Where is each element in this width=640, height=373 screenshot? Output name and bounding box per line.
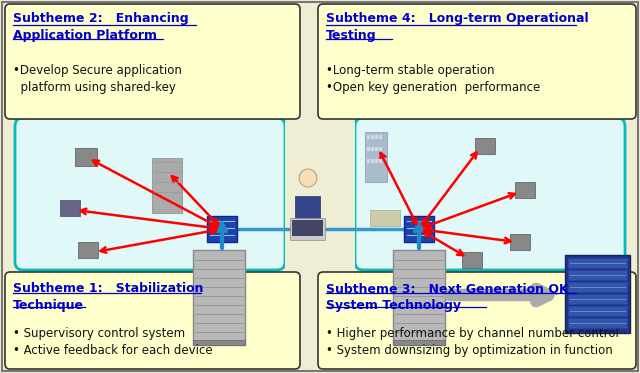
Text: Subtheme 2:   Enhancing
Application Platform: Subtheme 2: Enhancing Application Platfo… xyxy=(13,12,189,41)
Bar xyxy=(393,340,445,345)
Bar xyxy=(379,159,382,163)
Bar xyxy=(568,294,627,304)
Bar xyxy=(404,216,434,242)
Bar xyxy=(462,252,482,268)
Bar xyxy=(371,147,374,151)
Bar xyxy=(475,138,495,154)
Bar xyxy=(193,250,245,345)
Bar xyxy=(367,159,370,163)
Bar xyxy=(379,147,382,151)
FancyBboxPatch shape xyxy=(318,4,636,119)
Bar xyxy=(565,255,630,333)
Text: • Higher performance by channel number control
• System downsizing by optimizati: • Higher performance by channel number c… xyxy=(326,327,619,357)
Bar xyxy=(207,216,237,242)
FancyBboxPatch shape xyxy=(5,272,300,369)
Bar xyxy=(295,196,320,218)
Bar xyxy=(568,270,627,280)
Text: • Supervisory control system
• Active feedback for each device: • Supervisory control system • Active fe… xyxy=(13,327,212,357)
Text: Subtheme 4:   Long-term Operational
Testing: Subtheme 4: Long-term Operational Testin… xyxy=(326,12,589,41)
Bar xyxy=(193,340,245,345)
FancyBboxPatch shape xyxy=(318,272,636,369)
Bar xyxy=(285,122,355,270)
Bar xyxy=(375,147,378,151)
Bar xyxy=(367,135,370,139)
Bar xyxy=(510,234,530,250)
Bar xyxy=(375,159,378,163)
Text: •Develop Secure application
  platform using shared-key: •Develop Secure application platform usi… xyxy=(13,64,182,94)
Bar xyxy=(367,147,370,151)
Bar xyxy=(371,135,374,139)
Bar xyxy=(292,220,323,236)
Bar xyxy=(568,282,627,292)
Text: Subtheme 3:   Next Generation QKD
System Technology: Subtheme 3: Next Generation QKD System T… xyxy=(326,282,579,311)
Bar xyxy=(375,135,378,139)
Bar xyxy=(290,218,325,240)
Bar xyxy=(370,210,400,226)
Bar xyxy=(365,132,387,182)
Bar xyxy=(568,318,627,328)
FancyBboxPatch shape xyxy=(5,4,300,119)
Bar xyxy=(152,158,182,213)
Text: •Long-term stable operation
•Open key generation  performance: •Long-term stable operation •Open key ge… xyxy=(326,64,540,94)
Text: Subtheme 1:   Stabilization
Technique: Subtheme 1: Stabilization Technique xyxy=(13,282,204,311)
Bar xyxy=(515,182,535,198)
FancyBboxPatch shape xyxy=(15,118,285,270)
Bar xyxy=(568,306,627,316)
Bar xyxy=(60,200,80,216)
FancyBboxPatch shape xyxy=(355,118,625,270)
Ellipse shape xyxy=(299,169,317,187)
Bar xyxy=(379,135,382,139)
Bar xyxy=(393,250,445,345)
Bar xyxy=(78,242,98,258)
Bar xyxy=(568,258,627,268)
Bar xyxy=(371,159,374,163)
Bar xyxy=(75,148,97,166)
